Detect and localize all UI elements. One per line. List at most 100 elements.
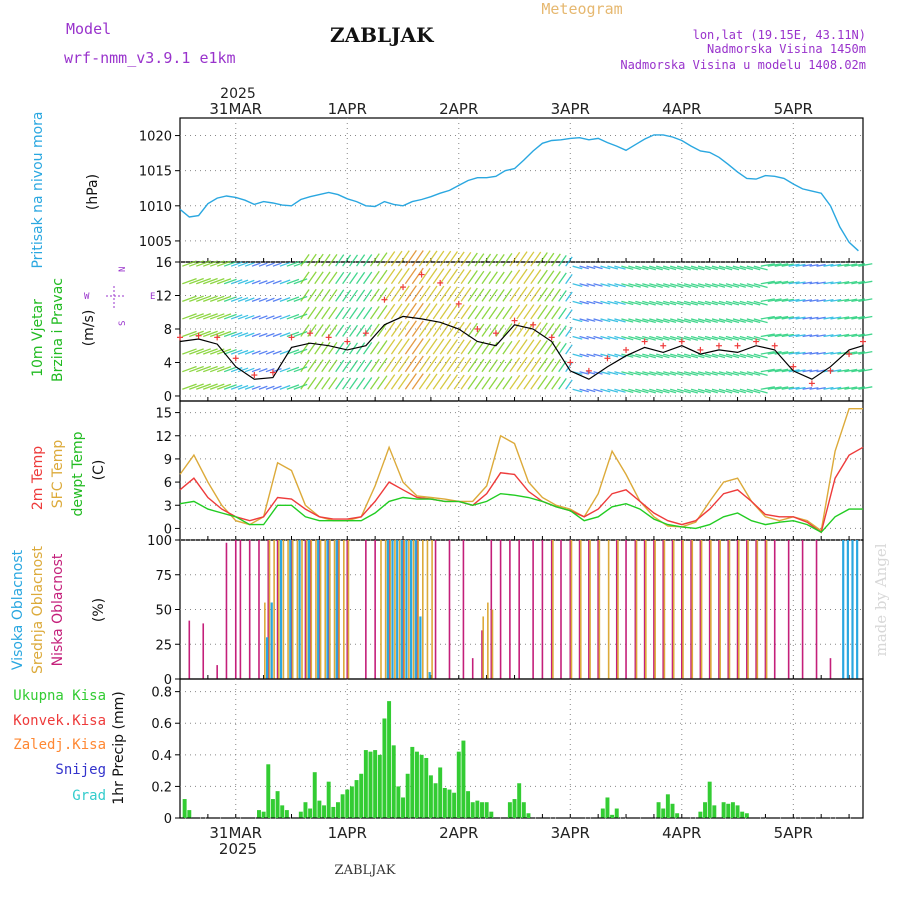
wind-barb	[335, 359, 345, 373]
precip-bar	[661, 808, 666, 818]
wind-barb	[467, 322, 478, 337]
precip-bar	[335, 802, 340, 818]
wind-barb	[732, 283, 747, 288]
wind-barb	[739, 388, 754, 394]
wind-barb	[237, 385, 249, 390]
wind-barb	[795, 386, 806, 390]
wind-barb	[404, 302, 417, 320]
compass-s: S	[118, 321, 128, 326]
wind-barb	[397, 320, 410, 337]
wind-barb	[607, 388, 619, 393]
wind-barb	[732, 353, 747, 359]
wind-speed-line	[179, 315, 864, 380]
wind-barb	[223, 278, 237, 285]
wind-barb	[453, 357, 465, 373]
wind-barb	[767, 386, 782, 390]
wind-barb	[739, 283, 754, 288]
wind-barb	[670, 265, 684, 271]
wind-barb	[739, 300, 754, 306]
cloud-side-label-2: Srednja Oblacnost	[30, 546, 46, 674]
wind-barb	[537, 357, 548, 373]
precip-bar	[466, 791, 471, 818]
wind-barb	[788, 351, 800, 355]
wind-barb	[725, 300, 740, 306]
wind-barb	[858, 263, 873, 267]
wind-barb	[544, 323, 555, 337]
wind-barb	[300, 324, 310, 337]
precip-legend-total: Ukupna Kisa	[13, 688, 106, 704]
pressure-line	[179, 134, 859, 252]
wind-barb	[369, 253, 380, 267]
wind-barb	[802, 299, 813, 302]
wind-barb	[676, 353, 691, 359]
wind-side-label-1: 10m Vjetar	[30, 299, 46, 377]
wind-barb	[586, 300, 596, 305]
wind-barb	[558, 342, 567, 355]
credit-watermark: made by Angel	[872, 543, 890, 656]
wind-barb	[446, 251, 458, 267]
wind-barb	[732, 388, 747, 394]
wind-barb	[635, 283, 649, 288]
day-label: 3APR	[551, 824, 590, 842]
wind-barb	[286, 349, 300, 355]
y-tick-label: 0	[164, 812, 172, 827]
wind-barb	[593, 335, 603, 340]
y-tick-label: 16	[155, 256, 172, 271]
wind-barb	[600, 335, 611, 340]
wind-barb	[209, 313, 225, 320]
wind-barb	[579, 335, 589, 340]
wind-barb	[439, 356, 452, 373]
wind-barb	[279, 384, 291, 390]
precip-bar	[354, 780, 359, 818]
wind-barb	[537, 340, 548, 355]
wind-barb	[335, 324, 345, 337]
precip-bar	[387, 701, 392, 818]
wind-barb	[328, 324, 338, 337]
precip-bar	[303, 802, 308, 818]
wind-barb	[196, 348, 212, 355]
wind-barb	[481, 271, 492, 285]
wind-barb	[223, 331, 237, 338]
wind-barb	[544, 270, 555, 285]
wind-barb	[216, 278, 232, 285]
wind-barb	[774, 315, 789, 320]
wind-barb	[802, 351, 813, 355]
precip-bar	[600, 808, 605, 818]
location-title: ZABLJAK	[330, 23, 434, 47]
wind-barb	[397, 373, 410, 390]
wind-barb	[830, 263, 842, 267]
wind-barb	[488, 341, 498, 355]
wind-barb	[565, 379, 573, 390]
wind-barb	[635, 265, 649, 271]
precip-bar	[391, 745, 396, 818]
wind-barb	[335, 377, 345, 390]
wind-barb	[656, 353, 670, 359]
day-label: 31MAR	[209, 100, 262, 118]
wind-barb	[767, 315, 782, 320]
wind-barb	[314, 253, 324, 267]
wind-barb	[349, 360, 359, 373]
wind-barb	[404, 337, 417, 355]
wind-barb	[425, 285, 438, 302]
precip-bar	[442, 787, 447, 818]
wind-barb	[816, 281, 826, 285]
precip-bar	[284, 810, 289, 818]
wind-barb	[760, 298, 775, 302]
wind-barb	[837, 263, 850, 267]
wind-barb	[356, 324, 366, 337]
wind-barb	[809, 369, 819, 373]
precip-bar	[698, 811, 703, 818]
y-tick-label: 8	[164, 323, 172, 338]
wind-barb	[446, 268, 458, 285]
wind-barb	[342, 254, 352, 267]
wind-barb	[383, 268, 396, 285]
precip-bar	[521, 802, 526, 818]
wind-barb	[216, 366, 232, 373]
wind-barb	[425, 250, 438, 267]
wind-barb	[216, 295, 232, 302]
wind-barb	[844, 316, 858, 320]
wind-barb	[258, 385, 268, 390]
wind-barb	[844, 368, 858, 373]
wind-barb	[258, 368, 268, 373]
precip-bar	[605, 797, 610, 818]
